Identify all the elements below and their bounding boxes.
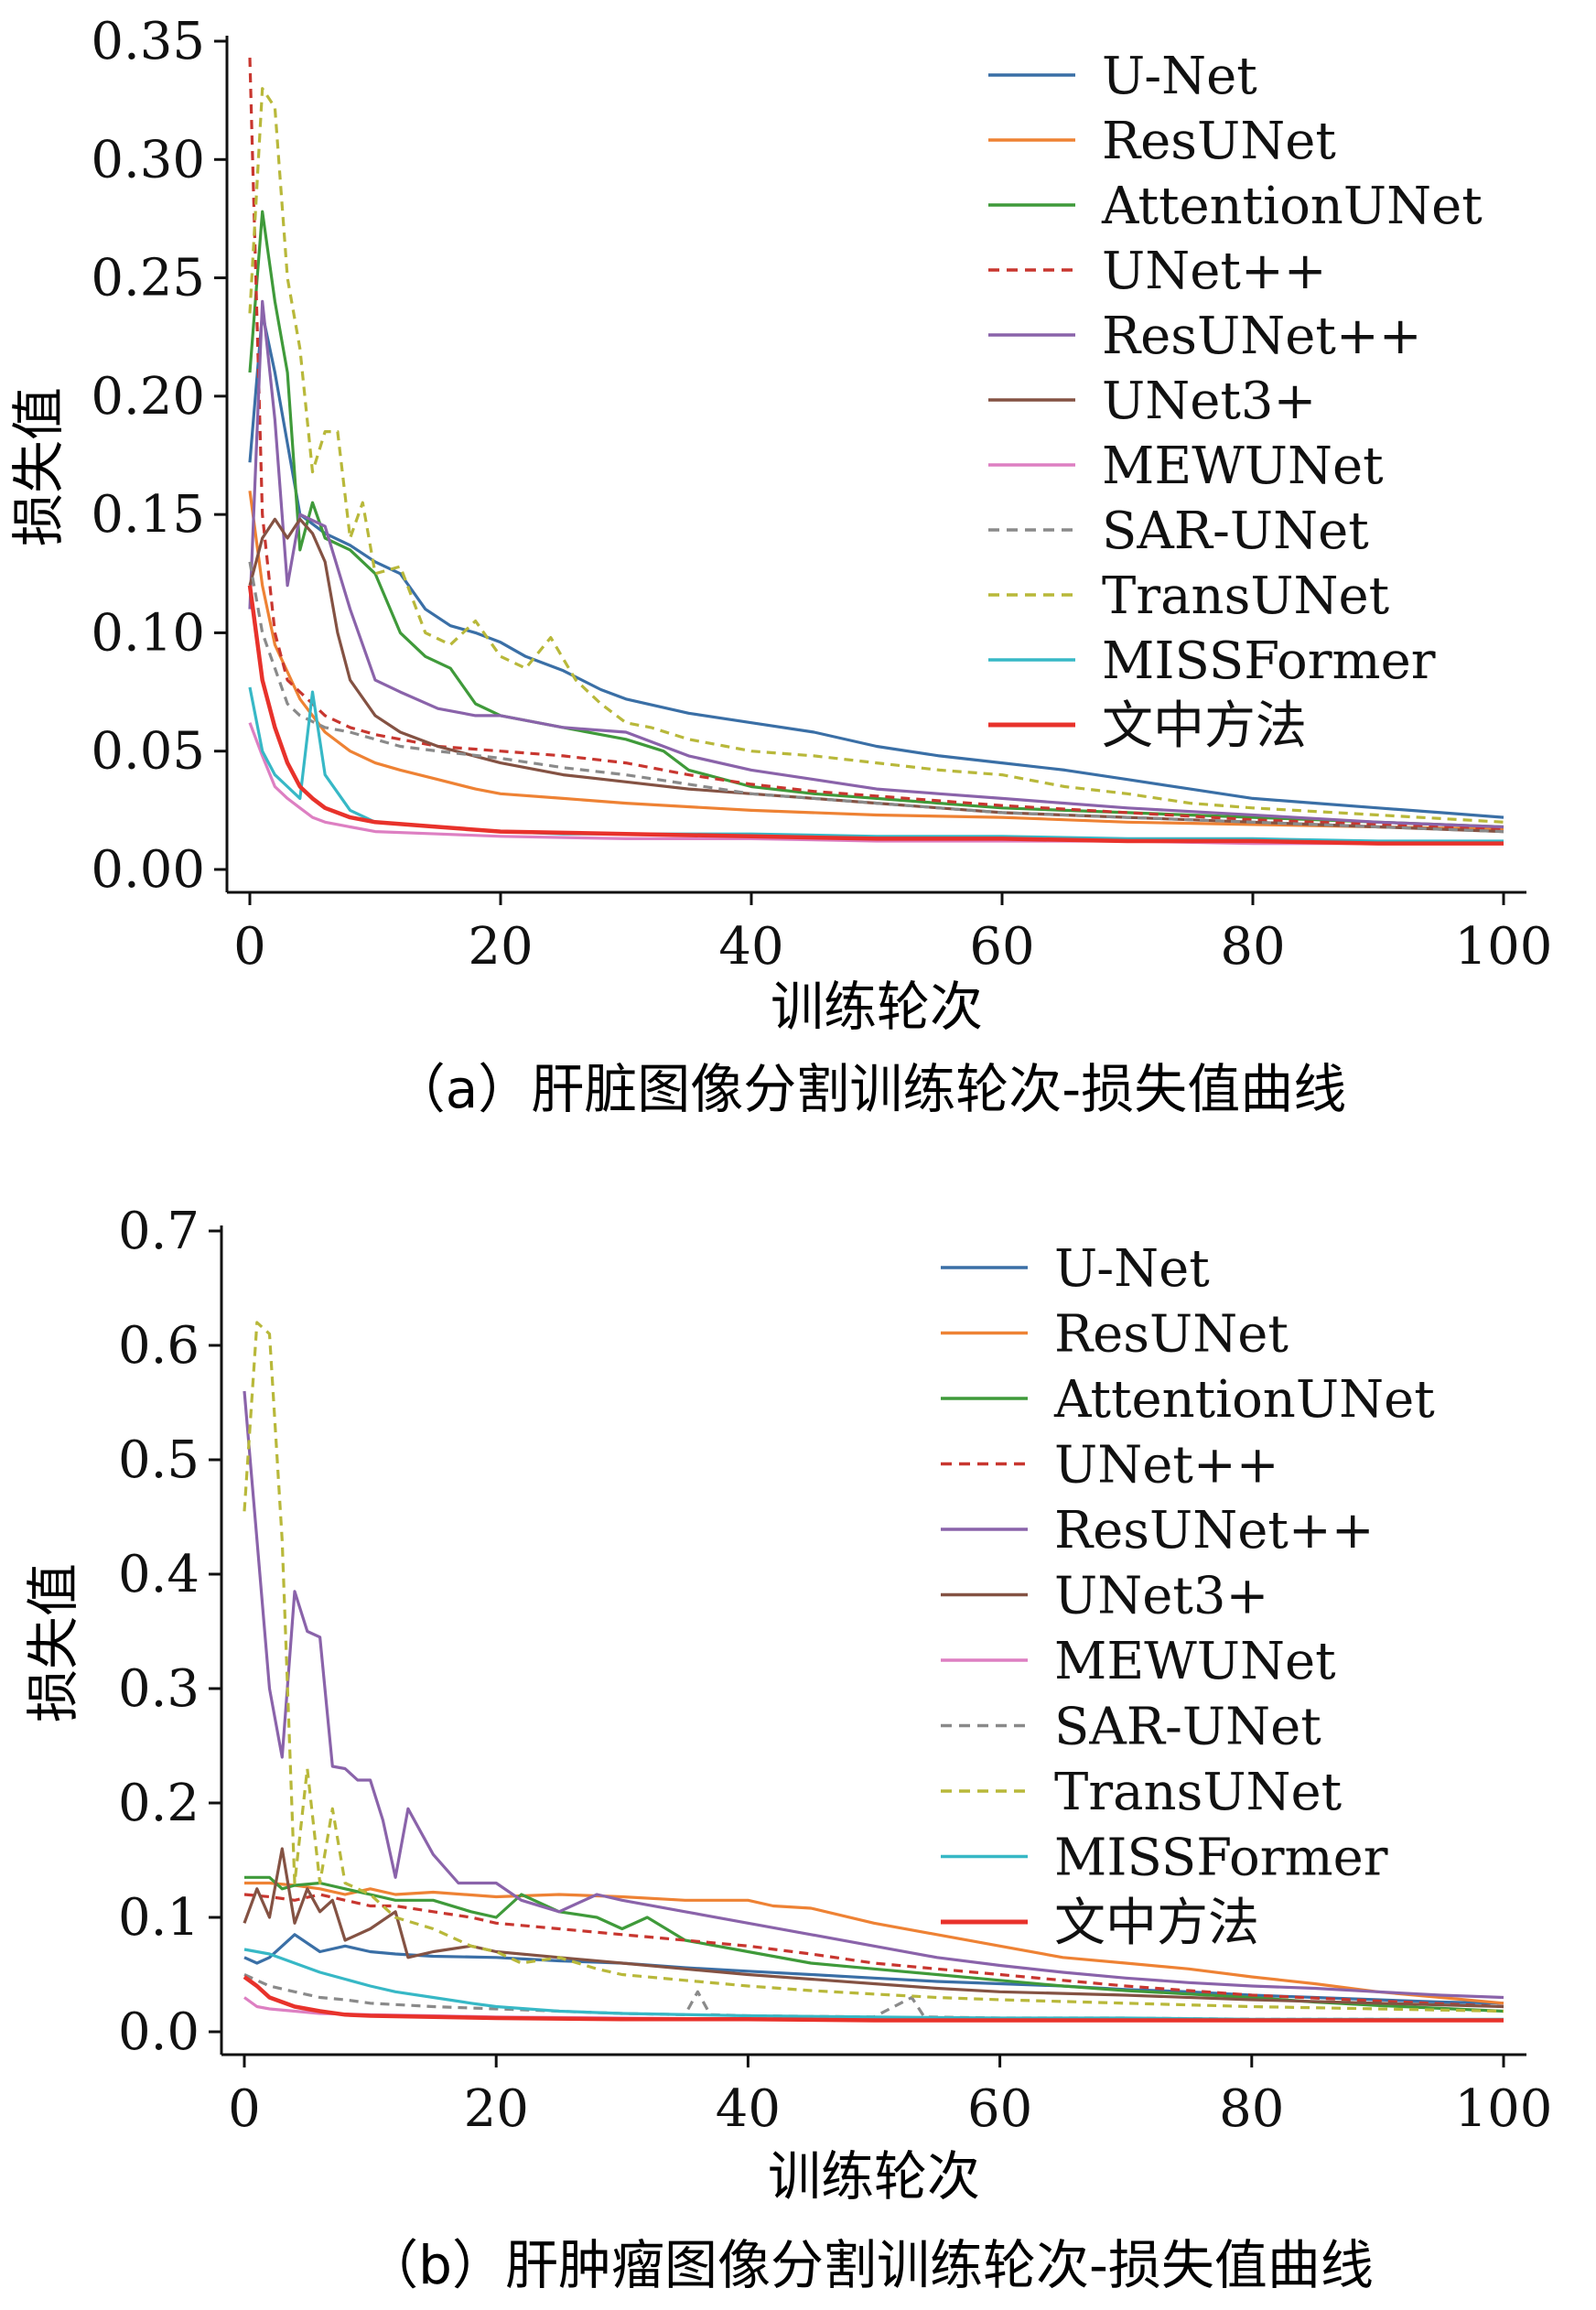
y-tick-label: 0.00 bbox=[91, 840, 205, 900]
y-tick-label: 0.15 bbox=[91, 485, 205, 545]
y-tick-label: 0.35 bbox=[91, 12, 205, 71]
y-tick-label: 0.2 bbox=[118, 1774, 200, 1833]
legend-label: 文中方法 bbox=[1102, 696, 1307, 756]
panel-a-y-label: 损失值 bbox=[7, 387, 70, 546]
series-line-TransUNet bbox=[243, 1321, 1504, 2013]
panel-a-series bbox=[247, 58, 1504, 846]
y-tick-label: 0.20 bbox=[91, 367, 205, 426]
x-tick-label: 80 bbox=[1219, 2079, 1284, 2139]
x-tick-label: 40 bbox=[716, 2079, 781, 2139]
legend-label: UNet++ bbox=[1054, 1436, 1279, 1495]
x-tick-label: 0 bbox=[233, 917, 266, 977]
panel-a-y-ticks: 0.00 0.05 0.10 0.15 0.20 0.25 0.30 0.35 bbox=[91, 12, 227, 900]
x-tick-label: 40 bbox=[718, 917, 783, 977]
legend-label: ResUNet bbox=[1054, 1305, 1289, 1365]
y-tick-label: 0.25 bbox=[91, 249, 205, 308]
y-tick-label: 0.30 bbox=[91, 130, 205, 189]
panel-b-caption: （b）肝肿瘤图像分割训练轮次-损失值曲线 bbox=[365, 2234, 1374, 2296]
panel-a: 0 20 40 60 80 100 0.00 0.05 0.10 0.15 0.20 0.25 0.3… bbox=[7, 12, 1552, 1120]
legend-label: MEWUNet bbox=[1054, 1632, 1336, 1691]
panel-b: 0 20 40 60 80 100 0.0 0.1 0.2 0.3 0.4 0.5 0.6 0.7 U-… bbox=[22, 1202, 1552, 2296]
series-line-U-Net bbox=[248, 311, 1504, 819]
y-tick-label: 0.4 bbox=[118, 1545, 200, 1604]
series-line-ResUNet++ bbox=[243, 1390, 1504, 2000]
panel-a-caption: （a）肝脏图像分割训练轮次-损失值曲线 bbox=[393, 1058, 1346, 1120]
y-tick-label: 0.1 bbox=[118, 1888, 200, 1948]
legend-label: MISSFormer bbox=[1102, 631, 1436, 691]
legend-label: TransUNet bbox=[1054, 1763, 1343, 1822]
x-tick-label: 100 bbox=[1455, 917, 1553, 977]
panel-b-series bbox=[243, 1321, 1504, 2023]
legend-label: UNet++ bbox=[1102, 242, 1327, 301]
series-line-文中方法 bbox=[243, 1975, 1504, 2023]
y-tick-label: 0.10 bbox=[91, 603, 205, 663]
legend-label: TransUNet bbox=[1102, 567, 1390, 626]
legend-label: ResUNet bbox=[1102, 112, 1336, 171]
series-line-UNet++ bbox=[243, 1893, 1504, 2009]
panel-b-x-label: 训练轮次 bbox=[768, 2145, 980, 2207]
x-tick-label: 20 bbox=[464, 2079, 529, 2139]
series-line-SAR-UNet bbox=[248, 561, 1504, 834]
y-tick-label: 0.05 bbox=[91, 722, 205, 782]
legend-label: ResUNet++ bbox=[1102, 307, 1422, 366]
series-line-AttentionUNet bbox=[244, 1875, 1504, 2013]
panel-a-x-label: 训练轮次 bbox=[771, 976, 983, 1038]
x-tick-label: 100 bbox=[1455, 2079, 1553, 2139]
x-tick-label: 60 bbox=[969, 917, 1034, 977]
y-tick-label: 0.7 bbox=[118, 1202, 200, 1261]
legend-label: U-Net bbox=[1102, 47, 1257, 106]
series-line-ResUNet++ bbox=[248, 299, 1504, 829]
y-tick-label: 0.6 bbox=[118, 1316, 200, 1376]
panel-b-y-ticks: 0.0 0.1 0.2 0.3 0.4 0.5 0.6 0.7 bbox=[118, 1202, 221, 2062]
legend-label: AttentionUNet bbox=[1053, 1370, 1435, 1430]
legend-label: SAR-UNet bbox=[1102, 502, 1369, 561]
x-tick-label: 80 bbox=[1220, 917, 1285, 977]
y-tick-label: 0.0 bbox=[118, 2002, 200, 2062]
y-tick-label: 0.5 bbox=[118, 1430, 200, 1490]
y-tick-label: 0.3 bbox=[118, 1659, 200, 1719]
x-tick-label: 60 bbox=[967, 2079, 1032, 2139]
panel-a-x-ticks: 0 20 40 60 80 100 bbox=[233, 892, 1552, 977]
legend-label: MISSFormer bbox=[1054, 1829, 1388, 1888]
legend-label: MEWUNet bbox=[1102, 437, 1384, 496]
legend-label: UNet3+ bbox=[1054, 1567, 1268, 1626]
legend-label: UNet3+ bbox=[1102, 372, 1316, 431]
series-line-ResUNet bbox=[244, 1881, 1504, 2005]
legend-label: 文中方法 bbox=[1054, 1894, 1259, 1953]
x-tick-label: 20 bbox=[468, 917, 533, 977]
series-line-TransUNet bbox=[248, 87, 1504, 824]
legend-label: SAR-UNet bbox=[1054, 1698, 1321, 1757]
legend-label: AttentionUNet bbox=[1101, 177, 1483, 236]
panel-b-y-label: 损失值 bbox=[22, 1563, 84, 1722]
panel-a-legend: U-Net ResUNet AttentionUNet UNet++ ResUNet++… bbox=[988, 47, 1483, 756]
series-line-MISSFormer bbox=[243, 1948, 1504, 2021]
series-line-文中方法 bbox=[247, 585, 1504, 846]
series-line-UNet++ bbox=[248, 58, 1504, 831]
legend-label: U-Net bbox=[1054, 1239, 1210, 1299]
x-tick-label: 0 bbox=[228, 2079, 261, 2139]
legend-label: ResUNet++ bbox=[1054, 1501, 1375, 1560]
panel-b-x-ticks: 0 20 40 60 80 100 bbox=[228, 2055, 1552, 2139]
series-line-ResUNet bbox=[248, 491, 1504, 831]
series-line-SAR-UNet bbox=[243, 1973, 1504, 2023]
